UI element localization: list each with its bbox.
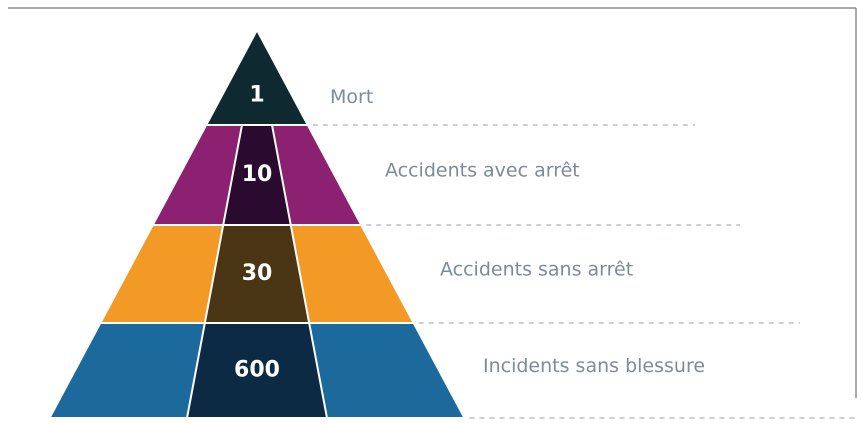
level-label: Mort: [330, 86, 373, 108]
level-label: Accidents avec arrêt: [385, 160, 580, 182]
level-label: Incidents sans blessure: [483, 355, 705, 377]
pyramid-layer: [204, 27, 310, 126]
pyramid-core: [185, 322, 329, 419]
level-label: Accidents sans arrêt: [440, 259, 633, 281]
level-number: 1: [249, 83, 264, 108]
level-number: 10: [242, 162, 273, 187]
level-number: 30: [242, 261, 273, 286]
level-number: 600: [234, 358, 280, 383]
